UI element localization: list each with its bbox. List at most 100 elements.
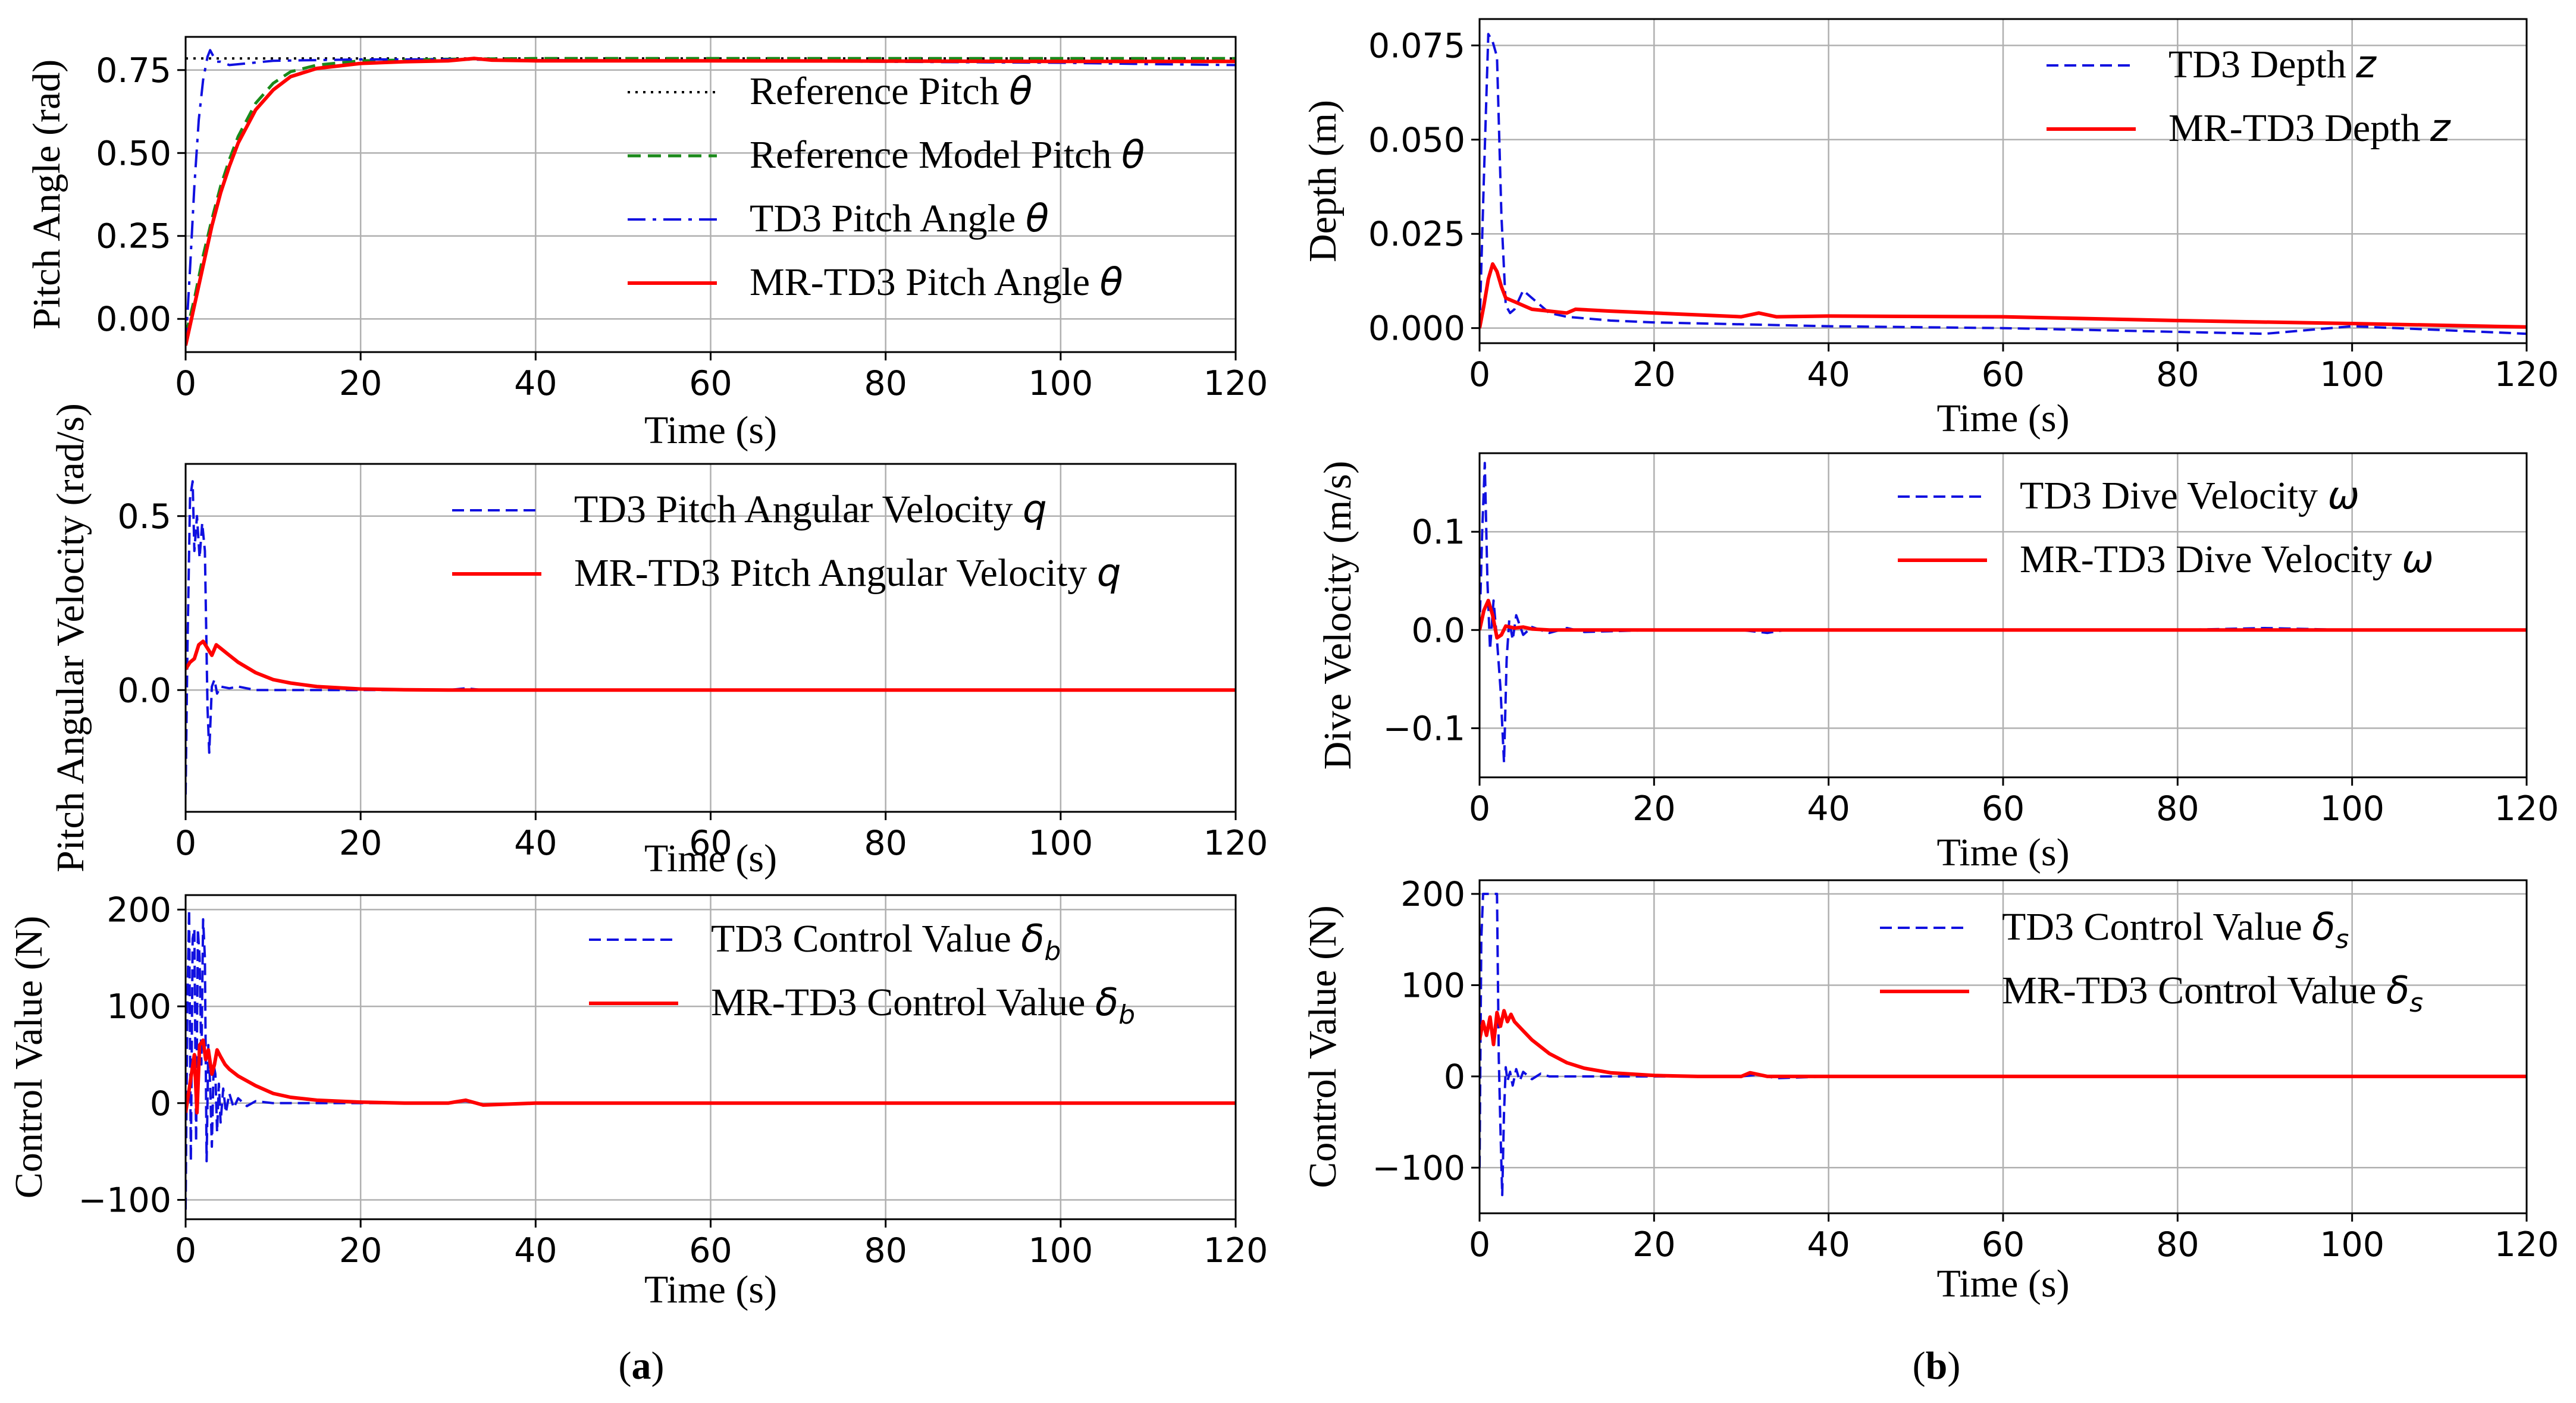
x-tick-label: 100 (1028, 1231, 1093, 1270)
x-tick-label: 0 (175, 1231, 196, 1270)
x-tick-label: 60 (689, 1231, 732, 1270)
x-tick-label: 40 (1807, 789, 1850, 828)
legend-label: MR-TD3 Control Value δs (2002, 969, 2423, 1018)
x-tick-label: 120 (2494, 355, 2559, 394)
series-line-mr (1480, 262, 2527, 329)
x-tick-label: 0 (175, 364, 196, 403)
x-tick-label: 80 (864, 1231, 907, 1270)
series-group (186, 908, 1236, 1210)
y-tick-label: 0.00 (96, 300, 171, 339)
legend-label: MR-TD3 Depth z (2168, 106, 2451, 150)
x-axis-label: Time (s) (1936, 1262, 2069, 1305)
y-tick-label: 0.1 (1411, 513, 1465, 552)
x-tick-label: 0 (1469, 355, 1490, 394)
series-line-td3_dash (186, 908, 1236, 1210)
series-group (186, 49, 1236, 346)
x-tick-label: 100 (2320, 355, 2384, 394)
x-tick-label: 60 (689, 364, 732, 403)
x-tick-label: 60 (689, 824, 732, 863)
x-axis-label: Time (s) (644, 409, 777, 452)
x-tick-label: 60 (1982, 789, 2025, 828)
series-line-mr (186, 57, 1236, 346)
x-axis-label: Time (s) (1936, 831, 2069, 874)
y-tick-label: 0.075 (1368, 26, 1465, 65)
legend-label: TD3 Pitch Angle θ (750, 197, 1049, 241)
y-tick-label: 0.025 (1368, 215, 1465, 254)
legend-label: Reference Model Pitch θ (750, 133, 1145, 177)
x-tick-label: 120 (2494, 1225, 2559, 1264)
legend-label: MR-TD3 Dive Velocity ω (2020, 538, 2434, 582)
x-axis-label: Time (s) (644, 837, 777, 880)
y-tick-label: 0.050 (1368, 121, 1465, 160)
x-tick-label: 20 (1632, 355, 1676, 394)
x-tick-label: 120 (1204, 364, 1268, 403)
x-tick-label: 120 (1204, 1231, 1268, 1270)
x-tick-label: 80 (2156, 789, 2199, 828)
y-tick-label: 0.5 (117, 497, 171, 536)
legend-label: MR-TD3 Pitch Angle θ (750, 260, 1123, 305)
chart-pitch-angular-velocity: 0 20 40 60 80 100 120 0.0 0.5 Time (s) Pitch Angul… (49, 403, 1268, 880)
x-tick-label: 20 (1632, 789, 1676, 828)
chart-dive-velocity: 0 20 40 60 80 100 120 −0.1 0.0 0.1 Time (s) Dive Ve… (1316, 452, 2559, 874)
legend-label: TD3 Pitch Angular Velocity q (574, 488, 1047, 532)
legend-label: MR-TD3 Pitch Angular Velocity q (574, 551, 1121, 595)
x-tick-label: 60 (1982, 1225, 2025, 1264)
legend-label: MR-TD3 Control Value δb (711, 981, 1135, 1030)
x-tick-label: 80 (2156, 1225, 2199, 1264)
series-line-mr (1480, 1009, 2527, 1078)
x-tick-label: 40 (514, 824, 557, 863)
legend-label: Reference Pitch θ (750, 70, 1032, 114)
x-tick-label: 80 (864, 364, 907, 403)
x-tick-label: 0 (1469, 1225, 1490, 1264)
x-tick-label: 80 (864, 824, 907, 863)
series-line-mr (186, 639, 1236, 692)
y-axis-label: Pitch Angle (rad) (25, 59, 68, 330)
x-tick-label: 100 (2320, 1225, 2384, 1264)
y-axis-label: Pitch Angular Velocity (rad/s) (49, 403, 92, 872)
series-group (1480, 462, 2527, 764)
x-tick-label: 0 (1469, 789, 1490, 828)
series-line-td3_dash (186, 480, 1236, 795)
legend-label: TD3 Control Value δs (2002, 905, 2349, 955)
y-tick-label: 0.75 (96, 51, 171, 90)
x-tick-label: 40 (1807, 1225, 1850, 1264)
y-axis-label: Depth (m) (1301, 100, 1345, 262)
y-tick-label: 0.50 (96, 134, 171, 173)
x-tick-label: 20 (1632, 1225, 1676, 1264)
y-axis-label: Control Value (N) (1301, 905, 1345, 1188)
y-tick-label: 200 (106, 890, 171, 930)
x-axis-label: Time (s) (644, 1268, 777, 1311)
y-tick-label: 0.0 (1411, 611, 1465, 650)
y-tick-label: 100 (1400, 966, 1465, 1005)
y-tick-label: 200 (1400, 875, 1465, 914)
series-line-mr (186, 1038, 1236, 1115)
y-tick-label: −0.1 (1383, 709, 1465, 748)
x-tick-label: 40 (514, 364, 557, 403)
series-group (1480, 33, 2527, 335)
legend-label: TD3 Dive Velocity ω (2020, 474, 2359, 518)
x-tick-label: 20 (339, 1231, 383, 1270)
x-tick-label: 20 (339, 364, 383, 403)
chart-pitch-angle: 0 20 40 60 80 100 120 0.00 0.25 0.50 0.75 Time (s) P… (25, 36, 1268, 452)
x-tick-label: 40 (1807, 355, 1850, 394)
x-tick-label: 100 (2320, 789, 2384, 828)
x-tick-label: 80 (2156, 355, 2199, 394)
series-line-td3_dash (1480, 462, 2527, 764)
chart-depth: 0 20 40 60 80 100 120 0.000 0.025 0.050 0.075 Time … (1301, 18, 2559, 440)
x-axis-label: Time (s) (1936, 397, 2069, 440)
legend-label: TD3 Control Value δb (711, 917, 1061, 966)
y-tick-label: 0 (1444, 1057, 1465, 1097)
x-tick-label: 20 (339, 824, 383, 863)
y-tick-label: −100 (78, 1181, 171, 1220)
x-tick-label: 100 (1028, 364, 1093, 403)
panel-label-a: (a) (619, 1344, 665, 1388)
y-axis-label: Dive Velocity (m/s) (1316, 461, 1359, 770)
series-line-td3_dashdot (186, 49, 1236, 346)
x-tick-label: 60 (1982, 355, 2025, 394)
x-tick-label: 120 (1204, 824, 1268, 863)
series-group (1480, 893, 2527, 1197)
panel-label-b: (b) (1913, 1344, 1961, 1388)
